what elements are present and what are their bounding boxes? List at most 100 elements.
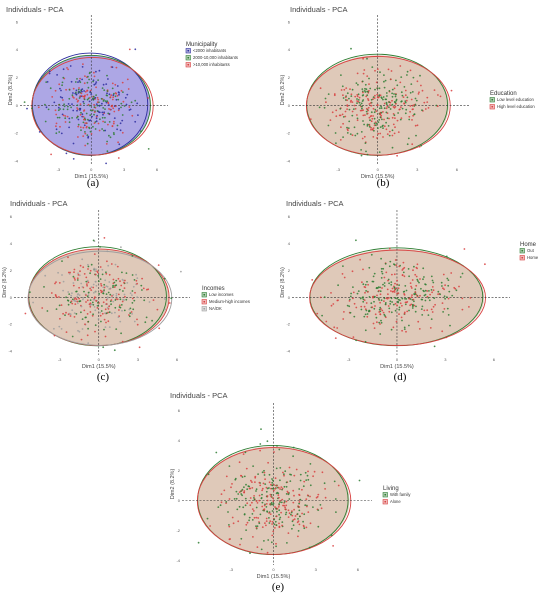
data-point <box>292 519 295 521</box>
data-point <box>108 288 111 290</box>
data-point <box>394 287 397 290</box>
data-point <box>419 74 421 77</box>
data-point <box>73 271 75 273</box>
data-point <box>406 70 409 73</box>
data-point <box>258 499 261 502</box>
data-point <box>278 509 281 512</box>
data-point <box>377 132 380 135</box>
data-point <box>85 280 88 283</box>
data-point <box>158 327 161 330</box>
data-point <box>292 501 295 504</box>
data-point <box>415 266 418 269</box>
data-point <box>394 105 397 108</box>
data-point <box>89 114 92 116</box>
data-point <box>106 100 109 103</box>
data-point <box>207 473 210 476</box>
y-tick-label: -2 <box>8 322 12 327</box>
data-point <box>291 527 293 530</box>
data-point <box>111 104 114 107</box>
data-point <box>406 143 409 146</box>
data-point <box>377 121 380 123</box>
data-point <box>345 87 348 89</box>
data-point <box>101 268 104 271</box>
data-point <box>334 132 337 134</box>
data-point <box>412 269 414 272</box>
data-point <box>262 508 265 511</box>
data-point <box>84 90 87 93</box>
data-point <box>342 136 344 139</box>
data-point <box>282 471 284 474</box>
data-point <box>446 277 449 280</box>
data-point <box>73 298 76 300</box>
data-point <box>391 301 393 303</box>
data-point <box>110 312 113 315</box>
data-point <box>66 299 69 302</box>
data-point <box>362 268 364 271</box>
data-point <box>68 117 71 120</box>
data-point <box>379 113 381 116</box>
data-point <box>68 273 71 275</box>
data-point <box>293 518 296 520</box>
data-point <box>280 511 282 514</box>
data-point <box>348 300 351 302</box>
legend-label: High level education <box>497 104 535 109</box>
data-point <box>362 94 365 96</box>
data-point <box>108 281 111 283</box>
data-point <box>256 546 259 548</box>
data-point <box>104 108 106 110</box>
data-point <box>395 264 398 267</box>
data-point <box>362 114 365 117</box>
data-point <box>112 94 115 97</box>
data-point <box>114 83 117 86</box>
data-point <box>339 107 342 110</box>
data-point <box>383 86 386 89</box>
data-point <box>163 277 166 280</box>
data-point <box>249 497 252 499</box>
data-point <box>334 337 337 339</box>
data-point <box>281 498 284 501</box>
data-point <box>334 498 337 500</box>
data-point <box>329 119 332 121</box>
data-point <box>112 278 115 281</box>
data-point <box>406 74 408 76</box>
data-point <box>357 290 360 292</box>
data-point <box>83 82 86 85</box>
data-point <box>59 125 61 128</box>
data-point <box>111 296 114 299</box>
data-point <box>356 94 359 96</box>
data-point <box>102 301 105 304</box>
data-point <box>55 281 57 283</box>
data-point <box>396 119 399 122</box>
data-point <box>333 480 336 483</box>
data-point <box>260 428 262 430</box>
data-point <box>349 295 352 298</box>
data-point <box>58 116 61 119</box>
data-point <box>292 455 294 458</box>
data-point <box>348 298 351 301</box>
data-point <box>358 479 361 482</box>
data-point <box>383 125 386 128</box>
data-point <box>378 299 381 301</box>
data-point <box>359 297 362 300</box>
data-point <box>92 268 95 271</box>
data-point <box>263 469 265 472</box>
legend-label: >10,000 inhabitants <box>193 62 230 67</box>
data-point <box>97 274 100 277</box>
data-point <box>427 296 430 299</box>
data-point <box>252 510 255 512</box>
data-point <box>376 68 379 70</box>
data-point <box>298 488 301 490</box>
data-point <box>93 103 95 106</box>
data-point <box>77 88 80 91</box>
data-point <box>411 307 414 309</box>
x-tick-label: 0 <box>98 357 101 362</box>
points-layer <box>23 48 150 165</box>
data-point <box>118 107 120 110</box>
data-point <box>374 88 376 91</box>
data-point <box>364 283 367 286</box>
data-point <box>290 513 292 516</box>
data-point <box>277 494 280 496</box>
data-point <box>29 291 31 293</box>
data-point <box>353 315 356 318</box>
data-point <box>228 538 231 541</box>
